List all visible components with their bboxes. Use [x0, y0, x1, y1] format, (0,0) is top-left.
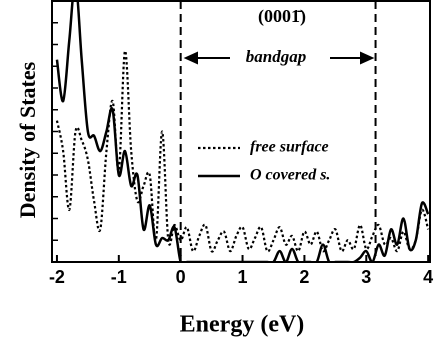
series-line	[55, 1, 430, 262]
x-tick-label: 3	[361, 267, 371, 287]
x-tick-label: 0	[176, 267, 186, 287]
x-tick-label: 2	[299, 267, 309, 287]
y-axis-label: Density of States	[15, 61, 40, 218]
legend-label: O covered s.	[250, 167, 330, 184]
x-tick-label: -1	[111, 267, 127, 287]
gap-arrows	[183, 51, 375, 65]
x-tick-label: 4	[423, 267, 433, 287]
x-axis-label: Energy (eV)	[180, 312, 305, 338]
gap-label: bandgap	[246, 47, 306, 66]
x-tick-label: -2	[49, 267, 65, 287]
x-tick-label: 1	[238, 267, 248, 287]
legend-label: free surface	[250, 139, 329, 156]
series-line	[55, 49, 430, 253]
plot-area	[55, 1, 430, 262]
annotation: (0001̄)	[258, 6, 306, 27]
